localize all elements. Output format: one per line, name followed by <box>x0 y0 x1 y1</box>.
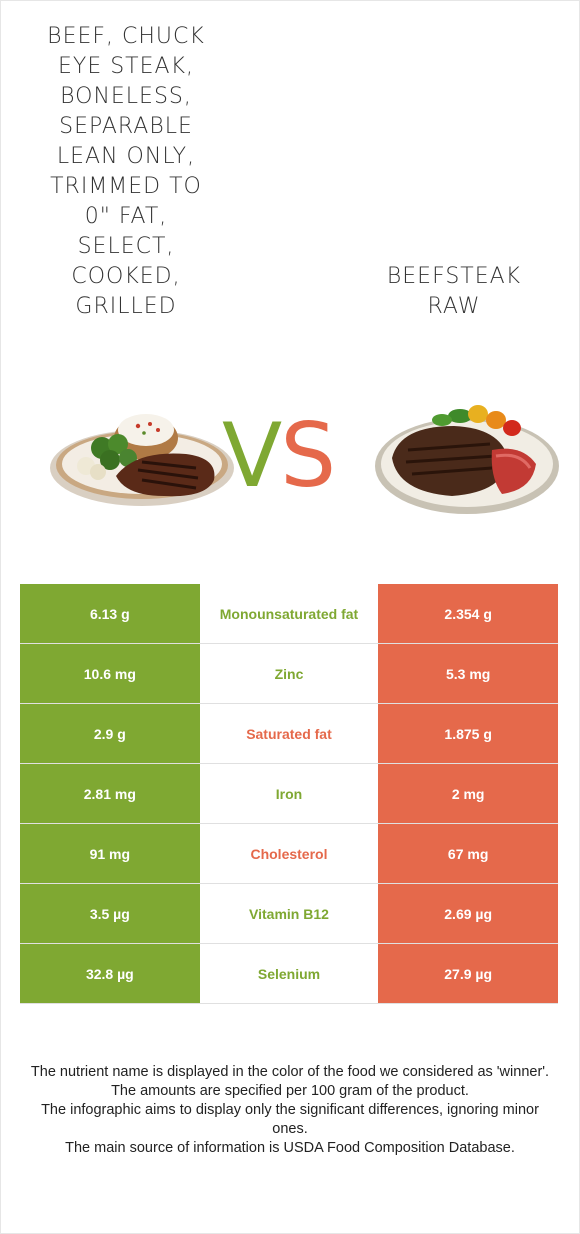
table-row: 32.8 µg Selenium 27.9 µg <box>20 943 558 1004</box>
food-left-title-line: SEPARABLE <box>59 114 193 139</box>
food-left-title-line: 0" FAT, <box>84 204 168 229</box>
food-left-title-line: LEAN ONLY, <box>56 144 196 169</box>
right-value: 27.9 µg <box>378 943 558 1004</box>
right-value: 1.875 g <box>378 703 558 764</box>
left-value: 2.81 mg <box>20 763 200 824</box>
steak-with-potato-and-broccoli-plate-icon <box>50 414 234 506</box>
table-row: 2.9 g Saturated fat 1.875 g <box>20 703 558 764</box>
right-value: 2 mg <box>378 763 558 824</box>
left-value: 3.5 µg <box>20 883 200 944</box>
footnote: The nutrient name is displayed in the co… <box>30 1064 550 1080</box>
food-left-title: BEEF, CHUCK EYE STEAK, BONELESS, SEPARAB… <box>20 22 232 322</box>
footnote: The main source of information is USDA F… <box>65 1140 515 1156</box>
footnotes: The nutrient name is displayed in the co… <box>22 1063 558 1158</box>
table-row: 6.13 g Monounsaturated fat 2.354 g <box>20 584 558 644</box>
footnote: The infographic aims to display only the… <box>41 1102 539 1137</box>
right-value: 67 mg <box>378 823 558 884</box>
table-row: 10.6 mg Zinc 5.3 mg <box>20 643 558 704</box>
steak-with-vegetables-plate-icon <box>375 405 559 514</box>
right-value: 2.69 µg <box>378 883 558 944</box>
right-value: 5.3 mg <box>378 643 558 704</box>
footnote: The amounts are specified per 100 gram o… <box>111 1083 469 1099</box>
table-row: 2.81 mg Iron 2 mg <box>20 763 558 824</box>
vs-letter-v: V <box>222 404 282 507</box>
food-right-title-line: RAW <box>427 294 481 319</box>
food-right-title: BEEFSTEAK RAW <box>366 262 542 322</box>
nutrient-name: Iron <box>199 763 379 824</box>
food-right-title-line: BEEFSTEAK <box>386 264 522 289</box>
nutrient-name: Monounsaturated fat <box>199 584 379 644</box>
left-value: 6.13 g <box>20 584 200 644</box>
left-value: 2.9 g <box>20 703 200 764</box>
table-row: 3.5 µg Vitamin B12 2.69 µg <box>20 883 558 944</box>
nutrient-name: Zinc <box>199 643 379 704</box>
food-left-title-line: GRILLED <box>75 294 177 319</box>
food-left-title-line: SELECT, <box>77 234 175 259</box>
food-left-title-line: EYE STEAK, <box>57 54 194 79</box>
table-row: 91 mg Cholesterol 67 mg <box>20 823 558 884</box>
vs-label: VS <box>222 408 336 504</box>
left-value: 32.8 µg <box>20 943 200 1004</box>
left-value: 91 mg <box>20 823 200 884</box>
nutrient-name: Selenium <box>199 943 379 1004</box>
food-left-title-line: BONELESS, <box>60 84 192 109</box>
comparison-table: 6.13 g Monounsaturated fat 2.354 g 10.6 … <box>20 584 558 1004</box>
food-left-title-line: TRIMMED TO <box>50 174 202 199</box>
food-left-title-line: COOKED, <box>71 264 181 289</box>
nutrient-name: Cholesterol <box>199 823 379 884</box>
right-value: 2.354 g <box>378 584 558 644</box>
nutrient-name: Saturated fat <box>199 703 379 764</box>
vs-letter-s: S <box>280 404 336 507</box>
nutrient-name: Vitamin B12 <box>199 883 379 944</box>
left-value: 10.6 mg <box>20 643 200 704</box>
food-left-title-line: BEEF, CHUCK <box>47 24 205 49</box>
